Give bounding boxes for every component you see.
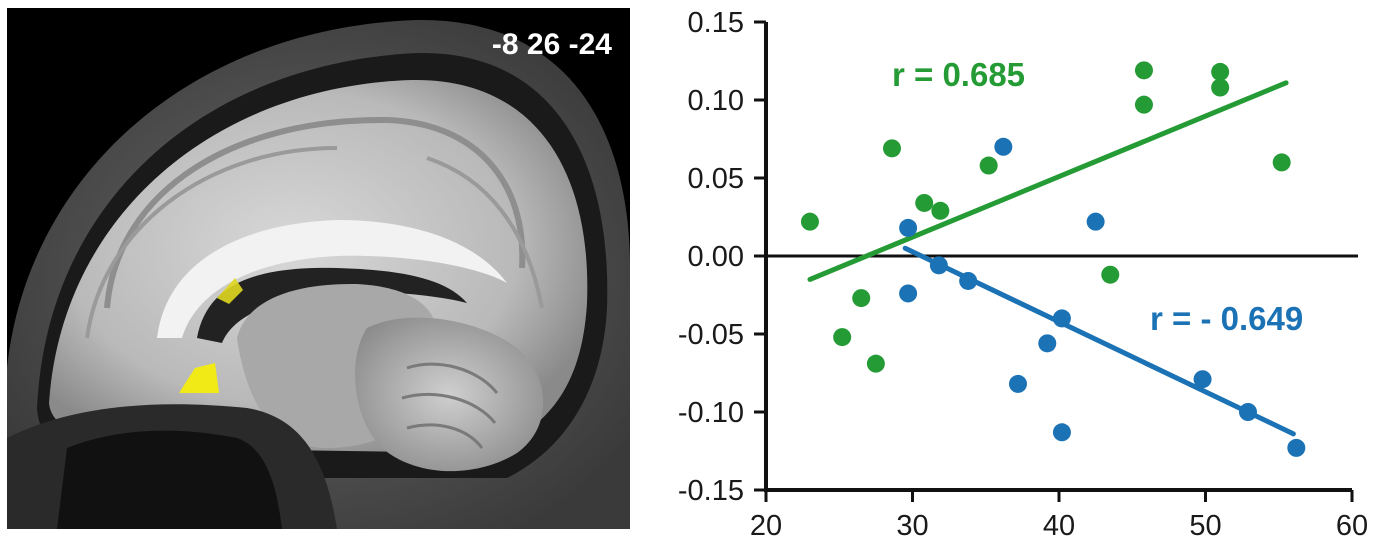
y-tick-label: 0.05 bbox=[688, 163, 744, 195]
brain-slice-panel: -8 26 -24 bbox=[7, 8, 630, 529]
brain-sagittal-image bbox=[7, 19, 630, 529]
y-tick-label: 0.15 bbox=[688, 7, 744, 39]
x-tick-label: 20 bbox=[750, 510, 782, 542]
data-points bbox=[800, 61, 1306, 457]
coordinate-label: -8 26 -24 bbox=[491, 28, 612, 61]
data-point bbox=[1211, 78, 1230, 97]
data-point bbox=[959, 271, 978, 290]
data-point bbox=[866, 354, 885, 373]
data-point bbox=[899, 284, 918, 303]
y-tick-label: -0.10 bbox=[678, 397, 744, 429]
data-point bbox=[1211, 62, 1230, 81]
data-point bbox=[929, 256, 948, 275]
x-tick-label: 60 bbox=[1336, 510, 1368, 542]
x-tick-label: 40 bbox=[1043, 510, 1075, 542]
y-tick-label: -0.15 bbox=[678, 475, 744, 507]
x-tick-label: 30 bbox=[896, 510, 928, 542]
data-point bbox=[1101, 265, 1120, 284]
fit-lines bbox=[807, 80, 1296, 437]
data-point bbox=[1272, 153, 1291, 172]
data-point bbox=[899, 218, 918, 237]
data-point bbox=[1238, 403, 1257, 421]
data-point bbox=[994, 137, 1013, 156]
correlation-label: r = - 0.649 bbox=[1150, 300, 1303, 337]
data-point bbox=[931, 201, 950, 220]
y-tick-label: -0.05 bbox=[678, 319, 744, 351]
data-point bbox=[1052, 423, 1071, 442]
data-point bbox=[915, 193, 934, 212]
data-point bbox=[1038, 334, 1057, 353]
data-point bbox=[882, 139, 901, 158]
correlation-label: r = 0.685 bbox=[892, 56, 1025, 93]
data-point bbox=[833, 328, 852, 347]
correlation-annotations: r = 0.685 r = - 0.649 bbox=[892, 56, 1303, 337]
fit-line bbox=[807, 80, 1289, 282]
y-tick-label: 0.10 bbox=[688, 85, 744, 117]
data-point bbox=[1008, 374, 1027, 393]
x-tick-label: 50 bbox=[1189, 510, 1221, 542]
data-point bbox=[1287, 438, 1306, 457]
y-tick-label: 0.00 bbox=[688, 241, 744, 273]
data-point bbox=[1134, 95, 1153, 114]
data-point bbox=[1134, 61, 1153, 80]
data-point bbox=[1052, 309, 1071, 328]
data-point bbox=[1193, 370, 1212, 389]
data-point bbox=[852, 289, 871, 308]
data-point bbox=[800, 212, 819, 231]
data-point bbox=[1086, 212, 1105, 231]
data-point bbox=[979, 156, 998, 175]
